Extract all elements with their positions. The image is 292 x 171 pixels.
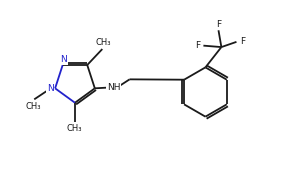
Text: N: N xyxy=(47,84,53,93)
Text: CH₃: CH₃ xyxy=(67,124,82,133)
Text: F: F xyxy=(195,41,200,50)
Text: NH: NH xyxy=(107,83,120,92)
Text: F: F xyxy=(240,37,245,46)
Text: CH₃: CH₃ xyxy=(96,38,111,47)
Text: F: F xyxy=(216,20,221,29)
Text: N: N xyxy=(60,55,67,64)
Text: CH₃: CH₃ xyxy=(26,102,41,110)
